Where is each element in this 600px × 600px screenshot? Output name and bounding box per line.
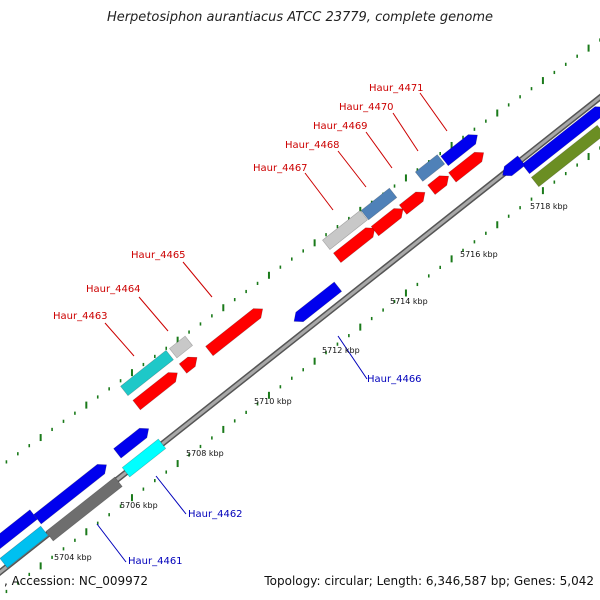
gene-4471-arrow[interactable] (440, 130, 481, 167)
gene-label-haur-4470[interactable]: Haur_4470 (339, 102, 394, 113)
gene-edge-olive-arrow[interactable] (530, 124, 600, 188)
scale-label-5714: 5714 kbp (390, 297, 428, 306)
gene-label-haur-4466[interactable]: Haur_4466 (367, 374, 422, 385)
gene-label-haur-4462[interactable]: Haur_4462 (188, 509, 243, 520)
gene-edge-small-arrow[interactable] (499, 155, 526, 180)
gene-4468-arrow[interactable] (360, 187, 398, 221)
genome-summary-text: Topology: circular; Length: 6,346,587 bp… (264, 574, 594, 588)
gene-4462-upper-arrow[interactable] (113, 424, 153, 459)
tick-marks (5, 38, 600, 594)
gene-label-haur-4467[interactable]: Haur_4467 (253, 163, 308, 174)
scale-label-5712: 5712 kbp (322, 346, 360, 355)
gene-4464-arrow[interactable] (169, 335, 193, 359)
gene-edge-blue-arrow[interactable] (521, 102, 600, 175)
label-connectors (96, 92, 448, 563)
callout-4465 (182, 261, 213, 298)
callout-4463 (104, 322, 135, 357)
gene-4470-arrow[interactable] (414, 154, 446, 182)
gene-4461-upper-arrow[interactable] (33, 460, 110, 525)
scale-label-5716: 5716 kbp (460, 250, 498, 259)
gene-label-haur-4465[interactable]: Haur_4465 (131, 250, 186, 261)
gene-4467b-arrow[interactable] (333, 223, 378, 264)
gene-4460b-arrow[interactable] (0, 525, 49, 569)
scale-label-5706: 5706 kbp (120, 501, 158, 510)
gene-4464b-arrow[interactable] (178, 353, 201, 374)
gene-4463-arrow[interactable] (120, 349, 174, 397)
gene-4470b-arrow[interactable] (427, 171, 453, 195)
scale-label-5718: 5718 kbp (530, 202, 568, 211)
scale-label-5708: 5708 kbp (186, 449, 224, 458)
callout-4468 (337, 150, 367, 188)
callout-4462 (155, 475, 187, 515)
callout-4470 (392, 112, 419, 152)
accession-text: , Accession: NC_009972 (4, 574, 149, 588)
gene-4469b-arrow[interactable] (398, 188, 428, 215)
callout-4467 (304, 172, 334, 211)
gene-4462-lower-arrow[interactable] (121, 438, 167, 478)
gene-label-haur-4461[interactable]: Haur_4461 (128, 556, 183, 567)
callout-4464 (138, 296, 169, 332)
gene-label-haur-4468[interactable]: Haur_4468 (285, 140, 340, 151)
scale-label-5704: 5704 kbp (54, 553, 92, 562)
gene-label-haur-4469[interactable]: Haur_4469 (313, 121, 368, 132)
gene-label-haur-4471[interactable]: Haur_4471 (369, 83, 424, 94)
gene-4467-arrow[interactable] (322, 209, 368, 251)
gene-4471b-arrow[interactable] (448, 148, 488, 183)
gene-label-haur-4464[interactable]: Haur_4464 (86, 284, 141, 295)
gene-4468b-arrow[interactable] (370, 204, 407, 237)
callout-4466 (337, 335, 368, 380)
gene-4466-arrow[interactable] (290, 281, 343, 326)
gene-features (0, 102, 600, 569)
scale-labels: 5704 kbp 5706 kbp 5708 kbp 5710 kbp 5712… (54, 202, 568, 562)
map-title: Herpetosiphon aurantiacus ATCC 23779, co… (106, 10, 494, 25)
scale-label-5710: 5710 kbp (254, 397, 292, 406)
gene-label-haur-4463[interactable]: Haur_4463 (53, 311, 108, 322)
gene-4461-lower-arrow[interactable] (45, 476, 123, 542)
callout-4461 (96, 523, 127, 563)
callout-4469 (365, 131, 393, 169)
gene-4463b-arrow[interactable] (132, 368, 181, 411)
callout-4471 (419, 92, 448, 132)
gene-4465-arrow[interactable] (205, 304, 267, 357)
gene-labels: Haur_4471 Haur_4470 Haur_4469 Haur_4468 … (53, 83, 424, 567)
gene-4460-arrow[interactable] (0, 509, 38, 551)
